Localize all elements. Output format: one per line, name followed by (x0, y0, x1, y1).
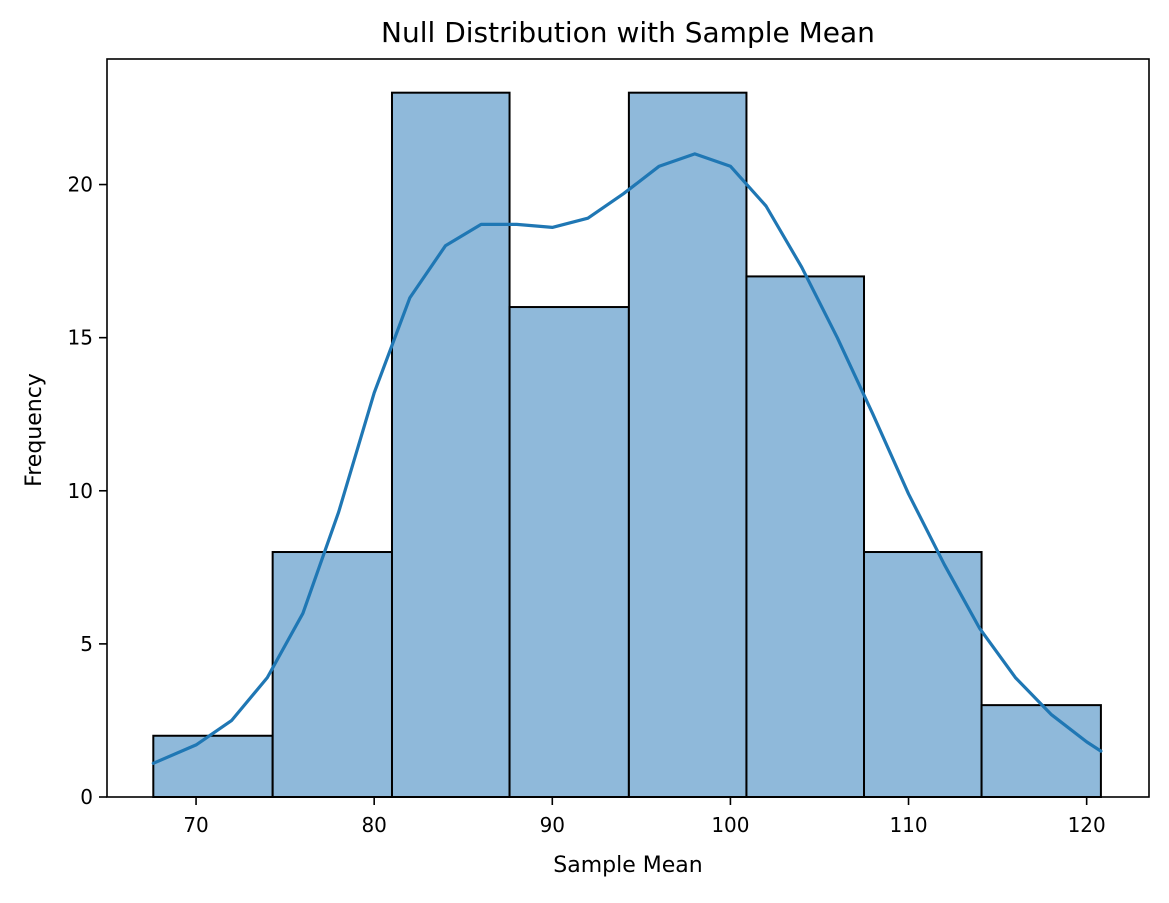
plot-frame (106, 58, 1150, 798)
x-tick-label: 80 (361, 813, 386, 837)
y-tick-label: 15 (68, 326, 93, 350)
histogram-bar (390, 91, 511, 799)
histogram-bar (271, 551, 393, 798)
histogram-bar (152, 734, 274, 798)
y-tick-label: 20 (68, 173, 93, 197)
y-tick-label: 0 (80, 785, 93, 809)
x-axis-ticks: 70 80 90 100 110 120 (183, 797, 1106, 837)
x-tick-label: 90 (540, 813, 565, 837)
y-tick-label: 5 (80, 632, 93, 656)
histogram-bar (745, 275, 866, 799)
x-tick-label: 70 (183, 813, 208, 837)
chart-title: Null Distribution with Sample Mean (381, 16, 875, 49)
x-tick-label: 120 (1068, 813, 1106, 837)
histogram-bar (863, 551, 983, 798)
x-axis-label: Sample Mean (553, 853, 702, 878)
y-axis-ticks: 0 5 10 15 20 (68, 173, 107, 809)
y-tick-label: 10 (68, 479, 93, 503)
x-tick-label: 110 (889, 813, 927, 837)
histogram-bar (980, 704, 1102, 798)
bars-group (152, 91, 1102, 799)
histogram-bar (508, 306, 630, 798)
x-tick-label: 100 (711, 813, 749, 837)
density-curve (151, 152, 1103, 765)
y-axis-label: Frequency (22, 373, 47, 487)
histogram-bar (627, 91, 748, 799)
